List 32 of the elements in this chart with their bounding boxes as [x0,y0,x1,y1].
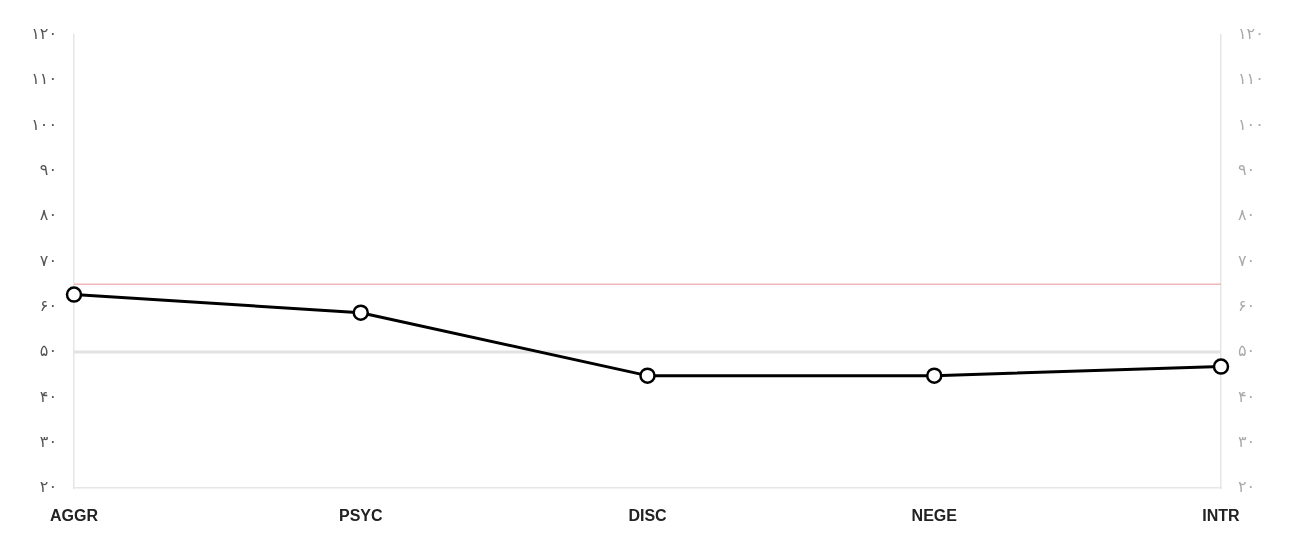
y2-tick-label: ۷۰ [1238,250,1256,270]
y-tick-label: ۱۰۰ [31,114,57,134]
y-tick-label: ۸۰ [39,205,57,225]
y-tick-label: ۱۱۰ [31,69,57,89]
y2-tick-label: ۹۰ [1238,160,1256,180]
point [926,367,943,384]
y2-tick-label: ۵۰ [1238,341,1256,361]
y-tick-label: ۱۲۰ [31,24,57,44]
y-tick-label: ۲۰ [39,477,57,497]
x-tick-label: AGGR [50,507,99,525]
y-tick-label: ۷۰ [39,250,57,270]
y2-tick-label: ۲۰ [1238,477,1256,497]
y2-tick-label: ۳۰ [1238,431,1256,451]
x-tick-label: DISC [628,507,668,525]
y-tick-label: ۳۰ [39,431,57,451]
x-tick-label: INTR [1202,507,1241,525]
y-tick-label: ۶۰ [39,295,57,315]
point [352,304,369,321]
y2-tick-label: ۱۱۰ [1238,69,1264,89]
y2-tick-label: ۱۲۰ [1238,24,1264,44]
y2-tick-label: ۶۰ [1238,295,1256,315]
y-tick-label: ۹۰ [39,160,57,180]
y-tick-label: ۴۰ [39,386,57,406]
point [1212,358,1230,375]
x-tick-label: NEGE [911,507,958,525]
x-tick-label: PSYC [338,507,383,525]
point [639,367,656,384]
y-tick-label: ۵۰ [39,341,57,361]
point [65,286,83,303]
y2-tick-label: ۱۰۰ [1238,114,1264,134]
y2-tick-label: ۴۰ [1238,386,1256,406]
y2-tick-label: ۸۰ [1238,205,1256,225]
